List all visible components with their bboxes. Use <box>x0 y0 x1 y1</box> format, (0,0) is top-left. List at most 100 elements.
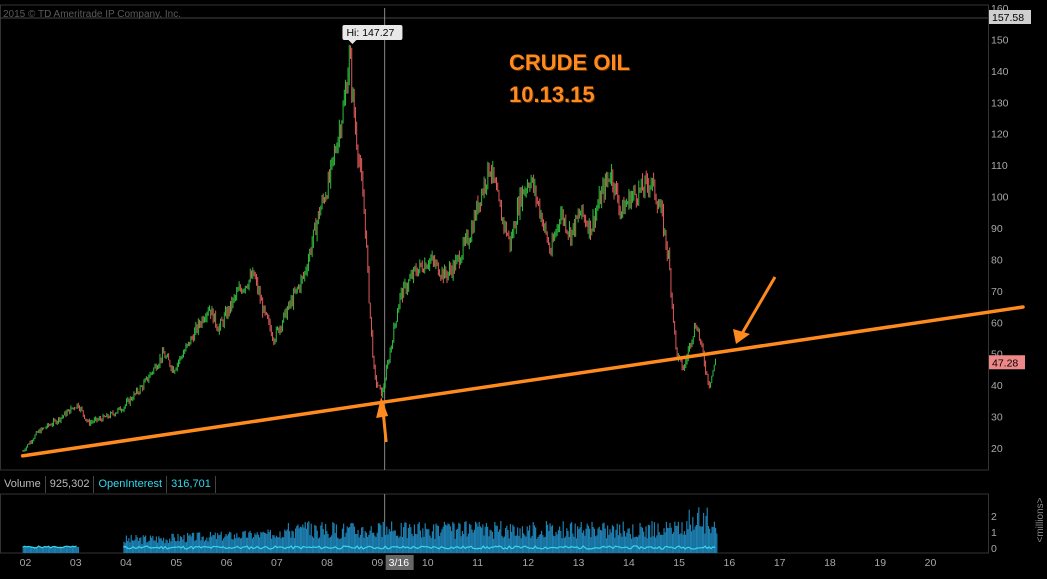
volume-bar <box>69 547 71 553</box>
volume-bar <box>56 547 58 553</box>
volume-bar <box>595 536 597 553</box>
x-tick-label: 17 <box>774 557 786 569</box>
volume-bar <box>581 532 584 553</box>
volume-bar <box>41 547 44 553</box>
volume-bar <box>125 535 128 553</box>
volume-bar <box>47 547 50 553</box>
volume-bar <box>475 521 477 553</box>
volume-bar <box>547 524 549 553</box>
volume-bar <box>649 525 651 553</box>
volume-bar <box>27 547 29 553</box>
volume-bar <box>665 521 668 553</box>
volume-bar <box>253 537 255 553</box>
volume-bar <box>193 532 195 553</box>
trend-line <box>20 305 1025 458</box>
volume-bar <box>61 547 63 553</box>
volume-bar <box>590 537 592 553</box>
volume-bar <box>634 536 636 553</box>
volume-bar <box>429 535 431 553</box>
volume-bar <box>310 523 312 553</box>
volume-bar <box>607 525 609 553</box>
volume-bar <box>424 523 426 553</box>
volume-bar <box>235 538 237 553</box>
volume-bar <box>305 528 308 553</box>
volume-bar <box>681 522 683 553</box>
volume-bar <box>341 528 344 553</box>
volume-bar <box>689 524 692 553</box>
volume-bar <box>293 537 296 553</box>
volume-bar <box>598 526 600 553</box>
volume-bar <box>286 529 288 553</box>
volume-bar <box>381 537 383 553</box>
volume-bar <box>657 523 659 553</box>
volume-bar <box>244 530 246 553</box>
volume-bar <box>440 532 442 553</box>
volume-bar <box>23 547 26 553</box>
x-tick-label: 15 <box>673 557 685 569</box>
volume-bar <box>467 533 470 553</box>
volume-bar <box>52 547 54 553</box>
volume-bar <box>353 526 356 553</box>
volume-bar <box>230 532 232 553</box>
volume-bar <box>428 529 430 553</box>
high-label-box <box>342 25 403 41</box>
volume-bar <box>225 534 227 553</box>
volume-bar <box>187 532 189 553</box>
y-tick-label: 30 <box>991 412 1003 424</box>
volume-bar <box>637 536 639 553</box>
volume-bar <box>458 522 460 553</box>
volume-bar <box>676 525 678 553</box>
volume-bar <box>77 547 80 553</box>
volume-bar <box>380 525 382 553</box>
volume-bar <box>659 534 662 553</box>
volume-bar <box>705 515 707 553</box>
volume-bar <box>333 523 335 553</box>
openinterest-line <box>122 545 716 550</box>
volume-bar <box>643 531 645 553</box>
volume-bar <box>249 530 251 553</box>
x-tick-label: 16 <box>724 557 736 569</box>
volume-bar <box>338 538 340 553</box>
volume-bar <box>416 534 418 553</box>
volume-bar <box>583 530 585 553</box>
volume-bar <box>699 526 701 553</box>
volume-bar <box>629 533 632 553</box>
volume-bar <box>695 525 698 553</box>
volume-bar <box>614 537 616 553</box>
volume-bar <box>500 521 502 553</box>
volume-bar <box>265 533 267 553</box>
volume-bar <box>208 537 210 553</box>
volume-bar <box>574 523 576 553</box>
volume-bar <box>269 529 272 553</box>
x-tick-label: 14 <box>623 557 635 569</box>
volume-bar <box>37 547 39 553</box>
volume-bar <box>427 529 429 553</box>
volume-bar <box>67 547 69 553</box>
volume-bar <box>296 526 298 553</box>
volume-bar <box>675 525 677 553</box>
y-tick-label: 120 <box>991 129 1009 141</box>
volume-bar <box>364 531 366 553</box>
volume-bar <box>524 535 526 553</box>
volume-bar <box>355 534 357 553</box>
volume-bar <box>413 524 416 553</box>
volume-bar <box>423 536 425 553</box>
volume-bar <box>241 537 243 553</box>
volume-bar <box>226 535 228 553</box>
volume-bar <box>365 532 368 553</box>
volume-bar <box>382 521 384 553</box>
volume-bar <box>627 528 629 553</box>
volume-bar <box>332 522 334 553</box>
volume-bar <box>418 522 420 553</box>
volume-bar <box>587 525 590 553</box>
volume-bar <box>280 538 282 553</box>
volume-bar <box>691 531 693 553</box>
volume-bar <box>415 533 417 553</box>
volume-bar <box>319 537 321 553</box>
volume-bar <box>531 535 533 553</box>
volume-bar <box>278 537 280 553</box>
volume-bar <box>340 538 342 553</box>
volume-bar <box>34 547 36 553</box>
